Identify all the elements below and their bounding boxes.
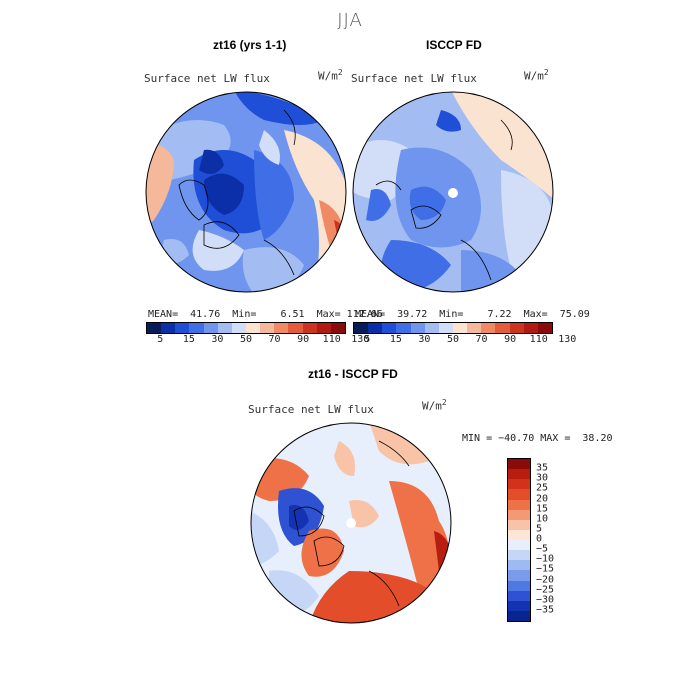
colorbar-tick-label: 0 xyxy=(536,533,543,545)
polar-map-diff xyxy=(250,422,452,624)
colorbar-swatch xyxy=(396,323,411,333)
colorbar-swatch xyxy=(217,323,232,333)
colorbar-swatch xyxy=(508,540,530,551)
season-title: JJA xyxy=(337,10,363,31)
colorbar-swatch xyxy=(452,323,468,333)
panel-title-model: zt16 (yrs 1-1) xyxy=(213,38,287,52)
variable-label-obs: Surface net LW flux xyxy=(351,72,477,85)
colorbar-swatch xyxy=(508,509,530,520)
unit-label-model: W/m2 xyxy=(318,68,343,83)
colorbar-tick-label: 5 xyxy=(536,523,543,535)
colorbar-swatch xyxy=(354,323,369,333)
colorbar-swatch xyxy=(508,459,530,470)
colorbar-swatch xyxy=(438,323,453,333)
stats-obs: MEAN= 39.72 Min= 7.22 Max= 75.09 xyxy=(355,309,590,320)
stats-model: MEAN= 41.76 Min= 6.51 Max= 112.66 xyxy=(148,309,383,320)
colorbar-swatch xyxy=(508,519,530,530)
colorbar-swatch xyxy=(231,323,246,333)
colorbar-tick-label: −10 xyxy=(536,553,555,565)
colorbar-swatch xyxy=(509,323,524,333)
variable-label-diff: Surface net LW flux xyxy=(248,403,374,416)
colorbar-tick-label: 5 xyxy=(364,334,371,345)
colorbar-tick-label: 110 xyxy=(529,334,548,345)
polar-map-obs xyxy=(352,91,554,293)
colorbar-swatch xyxy=(245,323,261,333)
colorbar-tick-label: −5 xyxy=(536,543,549,555)
colorbar-swatch xyxy=(410,323,425,333)
colorbar-tick-label: 25 xyxy=(536,482,549,494)
colorbar-swatch xyxy=(508,580,530,591)
colorbar-tick-label: 10 xyxy=(536,513,549,525)
variable-label-model: Surface net LW flux xyxy=(144,72,270,85)
stats-diff: MIN = −40.70 MAX = 38.20 xyxy=(462,433,613,444)
colorbar-tick-label: 70 xyxy=(268,334,281,345)
colorbar-swatch xyxy=(523,323,538,333)
colorbar-tick-label: 70 xyxy=(475,334,488,345)
colorbar-tick-label: 5 xyxy=(157,334,164,345)
colorbar-tick-label: 20 xyxy=(536,493,549,504)
colorbar-swatch xyxy=(316,323,331,333)
colorbar-tick-label: 110 xyxy=(322,334,341,345)
colorbar-tick-label: 130 xyxy=(558,334,577,345)
colorbar-swatch xyxy=(537,323,552,333)
colorbar-tick-label: 15 xyxy=(389,334,402,345)
colorbar-swatch xyxy=(481,323,496,333)
colorbar-swatch xyxy=(203,323,218,333)
colorbar-diff xyxy=(507,458,531,622)
unit-label-obs: W/m2 xyxy=(524,68,549,83)
colorbar-tick-label: 30 xyxy=(211,334,224,345)
colorbar-tick-label: 90 xyxy=(504,334,517,345)
colorbar-swatch xyxy=(508,529,530,540)
colorbar-tick-label: 90 xyxy=(297,334,310,345)
colorbar-swatch xyxy=(495,323,510,333)
colorbar-diff-ticks: 35 30 25 20 15 10 5 0 −5 −10 −15 −20 −25 −30 −35 xyxy=(536,458,576,620)
colorbar-swatch xyxy=(508,479,530,490)
colorbar-tick-label: 50 xyxy=(446,334,460,345)
colorbar-swatch xyxy=(147,323,162,333)
colorbar-tick-label: −15 xyxy=(536,563,555,575)
colorbar-tick-label: 130 xyxy=(351,334,370,345)
colorbar-swatch xyxy=(508,550,530,561)
colorbar-tick-label: 50 xyxy=(239,334,253,345)
colorbar-swatch xyxy=(467,323,482,333)
colorbar-tick-label: −20 xyxy=(536,574,555,585)
colorbar-swatch xyxy=(382,323,397,333)
colorbar-tick-label: 35 xyxy=(536,462,549,474)
colorbar-swatch xyxy=(175,323,190,333)
colorbar-obs: 5 15 30 50 70 90 110 130 xyxy=(353,322,576,346)
colorbar-swatch xyxy=(260,323,275,333)
colorbar-tick-label: −30 xyxy=(536,594,555,606)
colorbar-swatch xyxy=(508,489,530,500)
colorbar-swatch xyxy=(189,323,204,333)
colorbar-swatch xyxy=(274,323,289,333)
colorbar-swatch xyxy=(508,469,530,480)
colorbar-swatch xyxy=(508,570,530,581)
colorbar-swatch xyxy=(508,600,530,611)
colorbar-swatch xyxy=(508,610,530,621)
panel-title-diff: zt16 - ISCCP FD xyxy=(308,367,398,381)
colorbar-swatch xyxy=(508,590,530,601)
colorbar-swatch xyxy=(424,323,439,333)
colorbar-swatch xyxy=(508,560,530,571)
colorbar-swatch xyxy=(330,323,345,333)
colorbar-tick-label: −25 xyxy=(536,584,555,596)
colorbar-tick-label: 30 xyxy=(418,334,431,345)
panel-title-obs: ISCCP FD xyxy=(426,38,482,52)
colorbar-tick-label: 30 xyxy=(536,472,549,484)
polar-map-model xyxy=(145,91,347,293)
colorbar-swatch xyxy=(368,323,383,333)
colorbar-model: 5 15 30 50 70 90 110 130 xyxy=(146,322,369,346)
colorbar-swatch xyxy=(161,323,176,333)
colorbar-swatch xyxy=(288,323,303,333)
unit-label-diff: W/m2 xyxy=(422,398,447,413)
colorbar-tick-label: 15 xyxy=(536,503,549,515)
colorbar-tick-label: 15 xyxy=(182,334,195,345)
colorbar-swatch xyxy=(508,499,530,510)
colorbar-tick-label: −35 xyxy=(536,604,555,616)
colorbar-swatch xyxy=(302,323,317,333)
